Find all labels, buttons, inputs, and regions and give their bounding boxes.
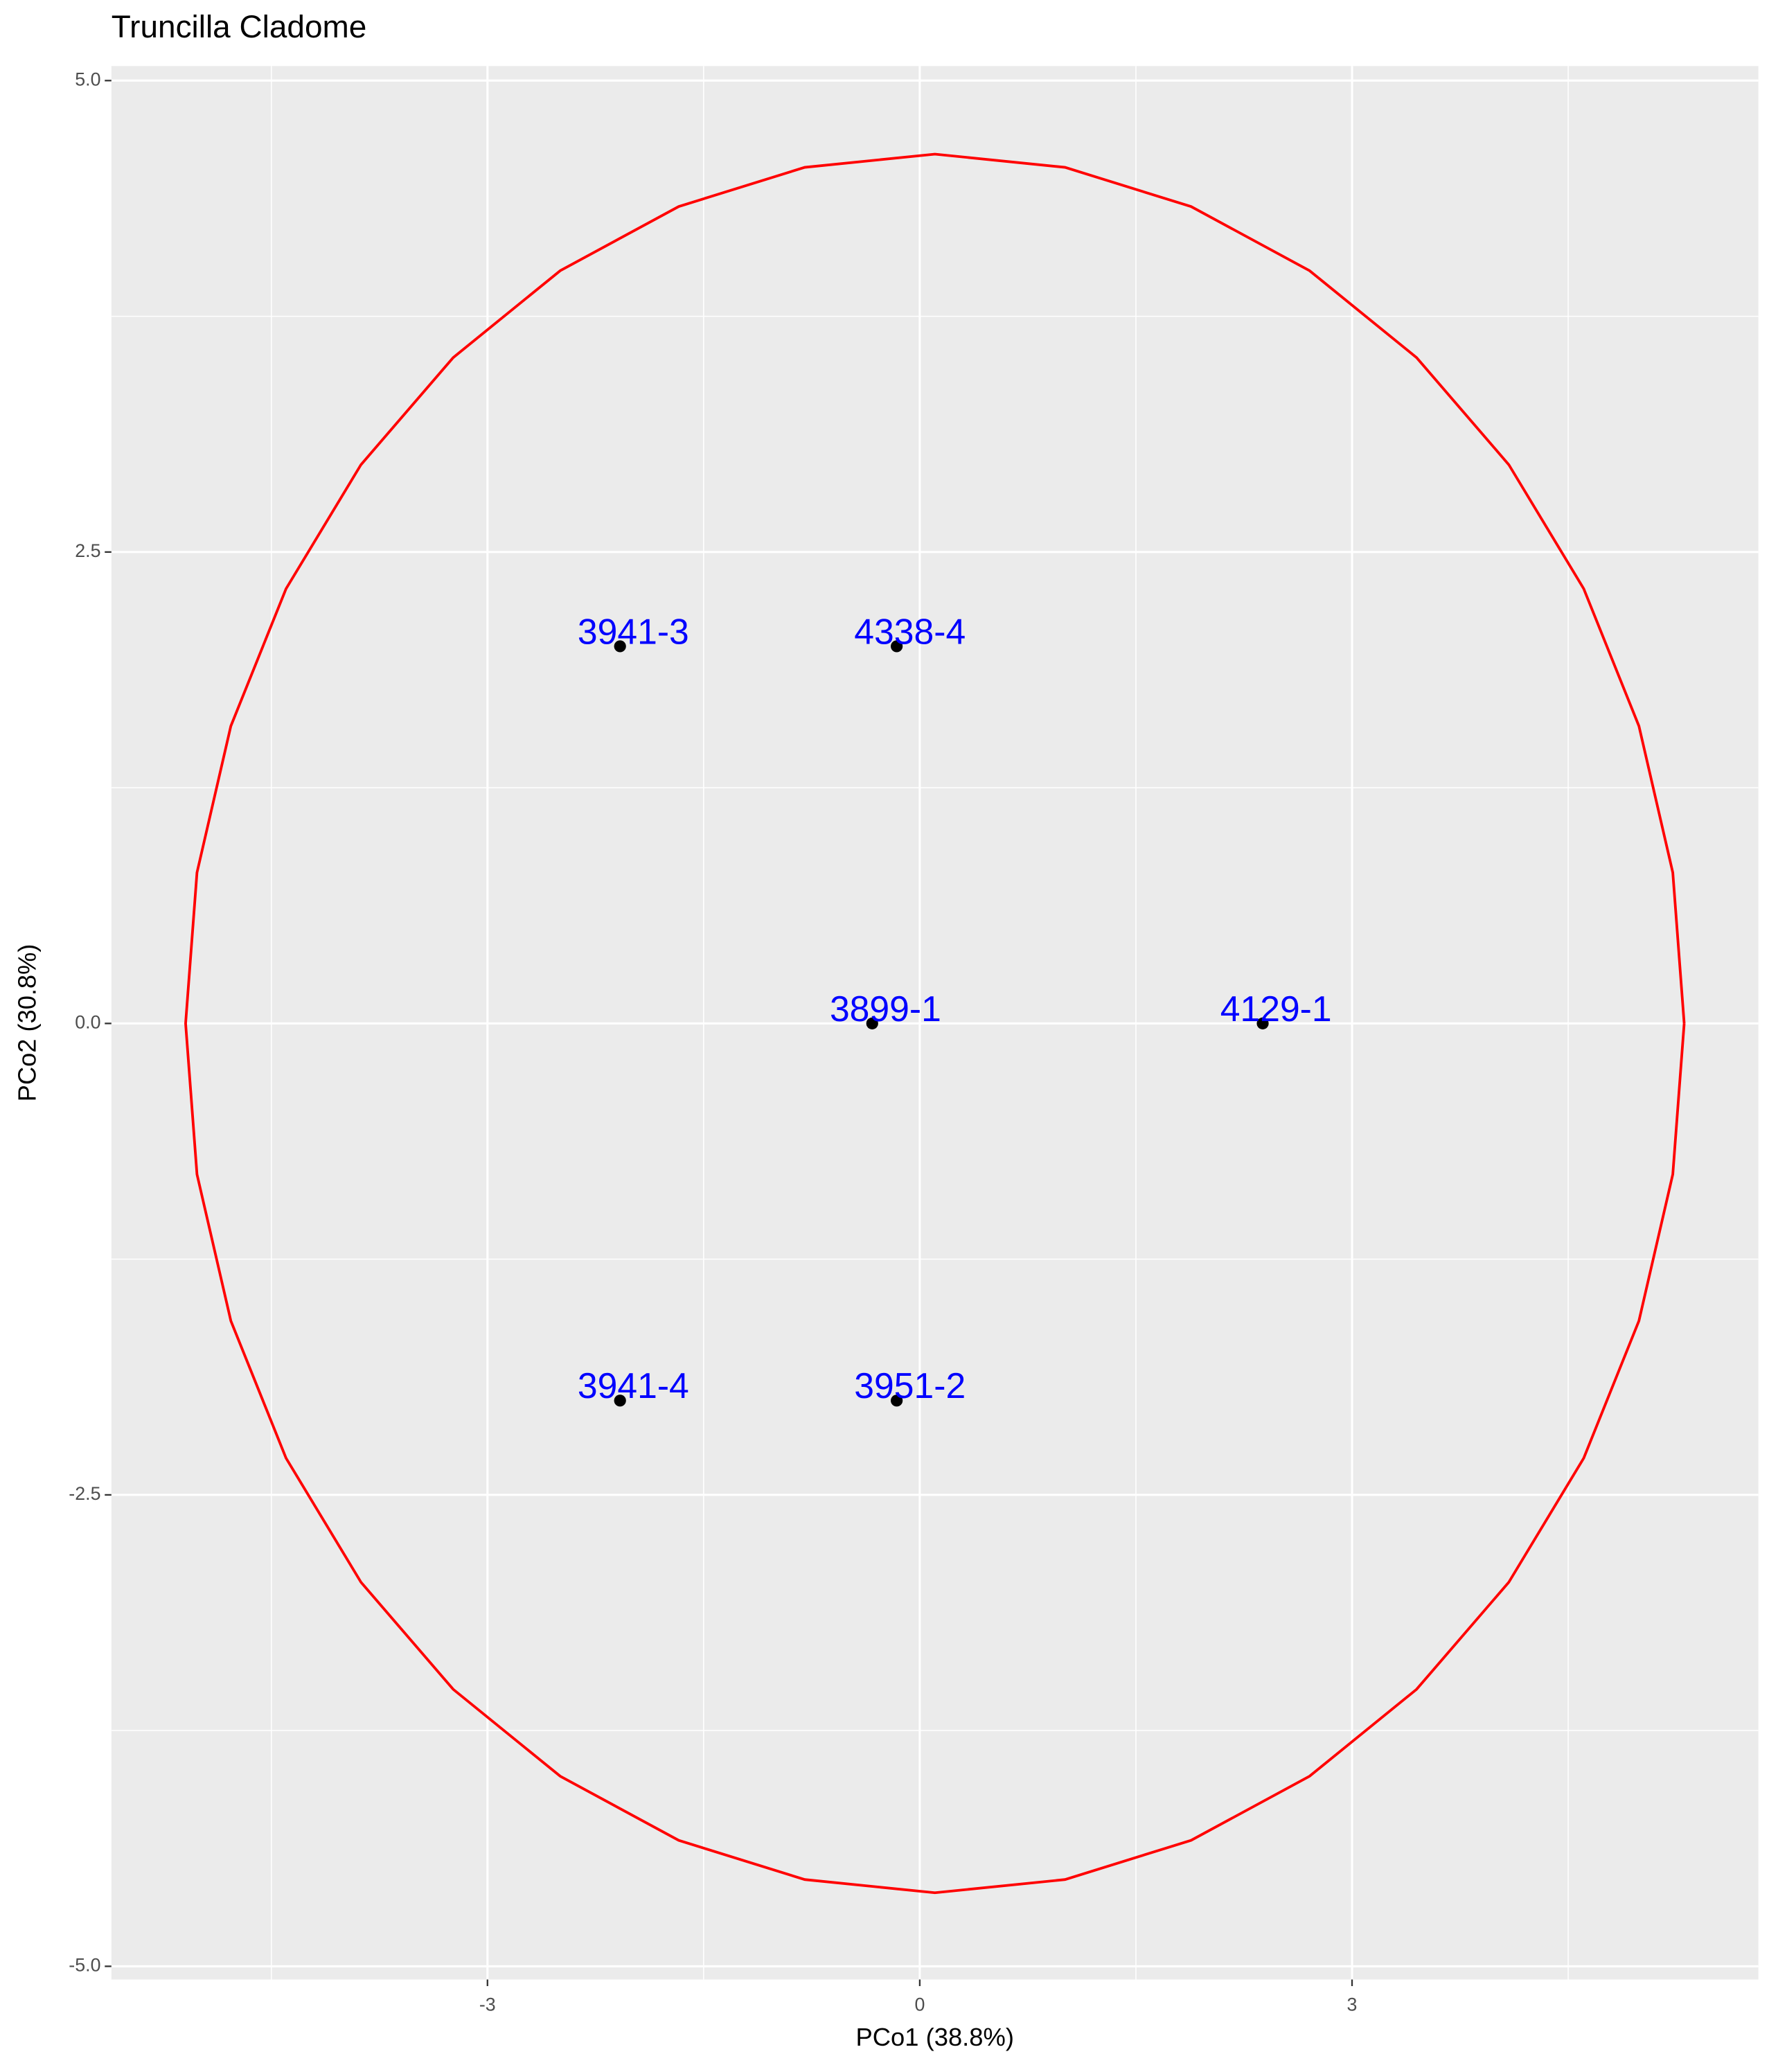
- point-label: 3941-4: [578, 1365, 689, 1406]
- point-label: 4129-1: [1220, 989, 1332, 1029]
- y-tick-label: -2.5: [69, 1483, 100, 1504]
- y-tick-label: -5.0: [69, 1955, 100, 1976]
- y-axis-label: PCo2 (30.8%): [13, 944, 42, 1102]
- y-tick-label: 0.0: [75, 1011, 100, 1032]
- point-label: 3941-3: [578, 611, 689, 651]
- x-axis-label: PCo1 (38.8%): [856, 2023, 1014, 2051]
- grid: [111, 66, 1759, 1980]
- point-label: 4338-4: [854, 611, 966, 651]
- point: [891, 1394, 903, 1407]
- point-label: 3951-2: [854, 1365, 966, 1406]
- marks: 3941-3 4338-4 3899-1 4129-1 3941-4 3951-2: [184, 152, 1686, 1895]
- ellipse: [184, 152, 1686, 1895]
- y-tick-label: 5.0: [75, 69, 100, 89]
- y-tick-label: 2.5: [75, 540, 100, 561]
- point: [614, 1394, 626, 1407]
- point: [1256, 1017, 1269, 1029]
- point: [866, 1017, 878, 1029]
- x-tick-label: 0: [914, 1994, 925, 2015]
- point: [614, 640, 626, 653]
- x-tick-label: 3: [1347, 1994, 1358, 2015]
- x-tick-label: -3: [479, 1994, 496, 2015]
- chart-title: Truncilla Cladome: [112, 8, 367, 44]
- point-label: 3899-1: [830, 989, 941, 1029]
- point: [891, 640, 903, 653]
